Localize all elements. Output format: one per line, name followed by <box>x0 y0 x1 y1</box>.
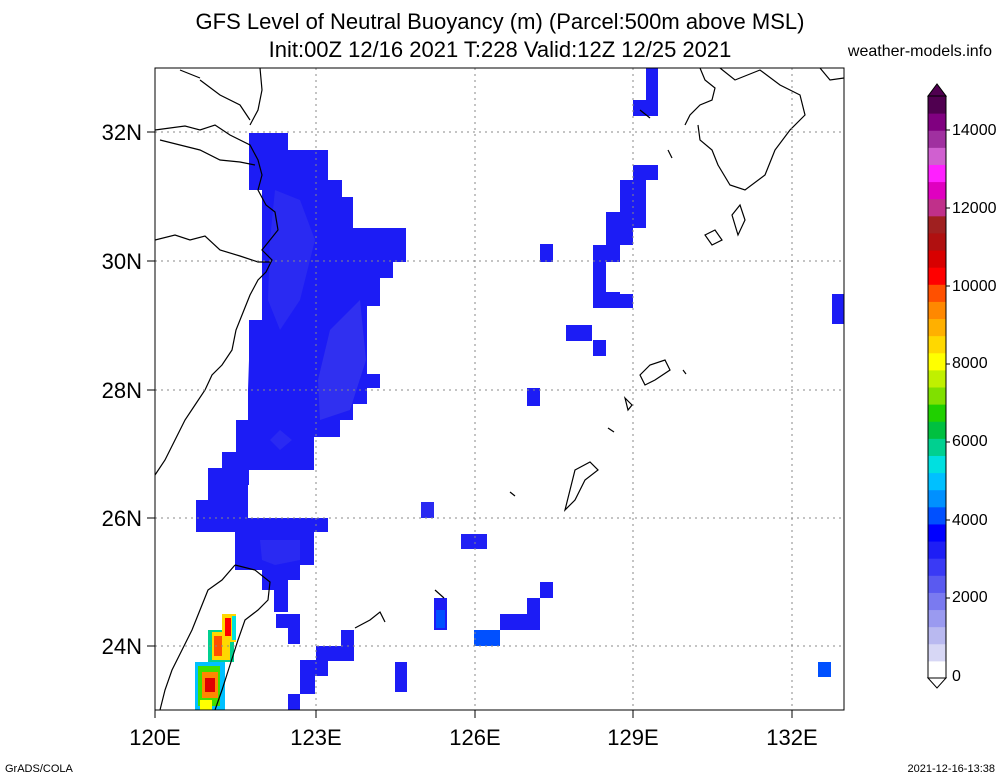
colorbar-label-12000: 12000 <box>952 200 997 217</box>
colorbar-max-arrow <box>927 83 947 97</box>
colorbar-swatch <box>928 232 946 251</box>
colorbar-swatch <box>928 455 946 474</box>
colorbar-swatch <box>928 609 946 628</box>
lnb-shading <box>195 68 844 710</box>
colorbar <box>926 83 950 689</box>
colorbar-label-14000: 14000 <box>952 122 997 139</box>
lon-label-132e: 132E <box>766 725 818 750</box>
colorbar-swatch <box>928 318 946 337</box>
colorbar-swatch <box>928 267 946 285</box>
lat-label-26n: 26N <box>101 506 142 531</box>
colorbar-label-10000: 10000 <box>952 278 997 295</box>
colorbar-swatch <box>928 592 946 611</box>
colorbar-swatch <box>928 250 946 268</box>
colorbar-swatch <box>928 335 946 354</box>
coastlines <box>155 68 844 710</box>
lon-label-129e: 129E <box>607 725 659 750</box>
colorbar-swatch <box>928 421 946 439</box>
colorbar-swatch <box>928 575 946 593</box>
colorbar-swatch <box>928 352 946 371</box>
colorbar-swatch <box>928 489 946 508</box>
colorbar-label-2000: 2000 <box>952 589 988 606</box>
colorbar-swatch <box>928 130 946 148</box>
colorbar-swatch <box>928 96 946 114</box>
colorbar-swatch <box>928 541 946 559</box>
site-label: weather-models.info <box>847 43 992 60</box>
colorbar-swatch <box>928 643 946 662</box>
colorbar-swatch <box>928 113 946 131</box>
lat-label-28n: 28N <box>101 378 142 403</box>
colorbar-swatch <box>928 660 946 679</box>
colorbar-swatch <box>928 215 946 234</box>
colorbar-swatch <box>928 147 946 165</box>
colorbar-swatch <box>928 506 946 525</box>
colorbar-label-0: 0 <box>952 668 961 685</box>
colorbar-label-8000: 8000 <box>952 355 988 372</box>
map-frame <box>154 67 845 711</box>
gridlines <box>155 68 844 710</box>
colorbar-swatch <box>928 558 946 576</box>
lon-label-126e: 126E <box>449 725 501 750</box>
colorbar-swatch <box>928 404 946 422</box>
lon-label-120e: 120E <box>129 725 181 750</box>
colorbar-swatch <box>928 387 946 405</box>
lon-label-123e: 123E <box>290 725 342 750</box>
axis-ticks <box>147 131 793 718</box>
colorbar-swatch <box>928 284 946 302</box>
footer-timestamp: 2021-12-16-13:38 <box>907 763 995 775</box>
lat-label-32n: 32N <box>101 120 142 145</box>
colorbar-min-arrow <box>926 677 948 689</box>
colorbar-swatch <box>928 472 946 491</box>
colorbar-swatch <box>928 626 946 645</box>
chart-subtitle: Init:00Z 12/16 2021 T:228 Valid:12Z 12/2… <box>268 37 732 62</box>
colorbar-swatch <box>928 198 946 217</box>
chart-title: GFS Level of Neutral Buoyancy (m) (Parce… <box>195 9 805 34</box>
colorbar-label-4000: 4000 <box>952 512 988 529</box>
footer-software: GrADS/COLA <box>5 763 73 775</box>
lat-label-24n: 24N <box>101 634 142 659</box>
colorbar-swatch <box>928 164 946 183</box>
colorbar-swatch <box>928 301 946 320</box>
colorbar-swatch <box>928 181 946 200</box>
colorbar-swatch <box>928 369 946 388</box>
colorbar-swatch <box>928 523 946 542</box>
colorbar-label-6000: 6000 <box>952 433 988 450</box>
colorbar-swatch <box>928 438 946 456</box>
lat-label-30n: 30N <box>101 249 142 274</box>
